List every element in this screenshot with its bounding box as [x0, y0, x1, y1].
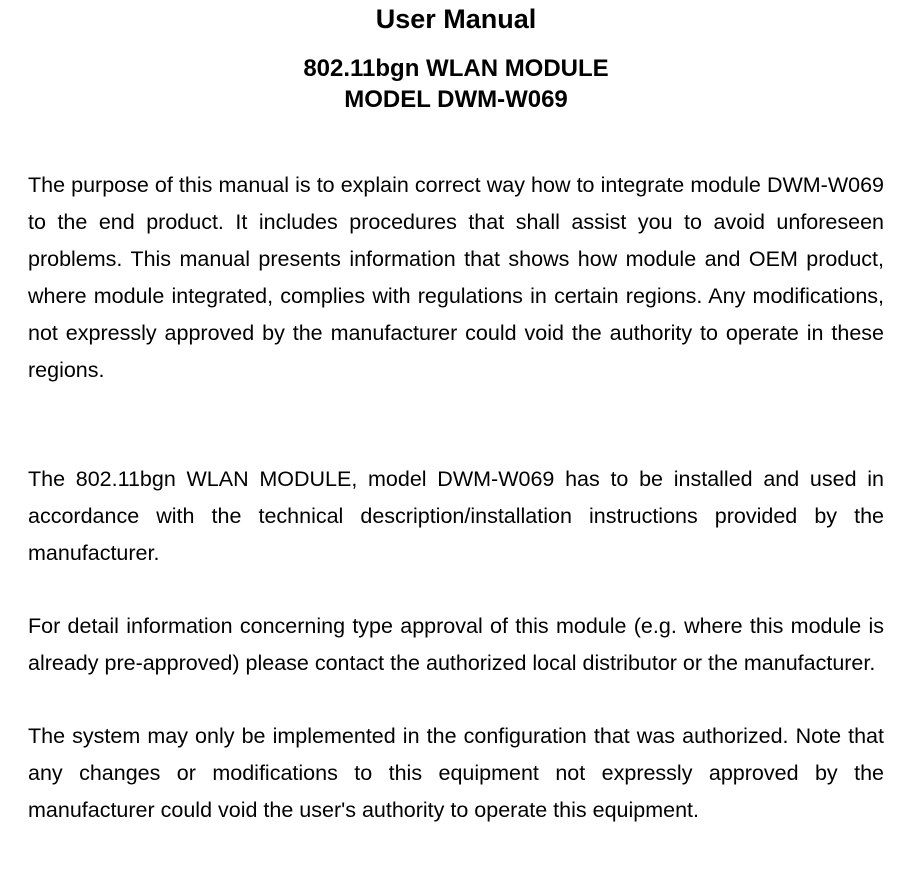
paragraph-installation: The 802.11bgn WLAN MODULE, model DWM-W06… [28, 461, 884, 572]
document-subtitle: 802.11bgn WLAN MODULE MODEL DWM-W069 [28, 53, 884, 115]
subtitle-line-1: 802.11bgn WLAN MODULE [28, 53, 884, 84]
paragraph-type-approval: For detail information concerning type a… [28, 608, 884, 682]
paragraph-authorization: The system may only be implemented in th… [28, 718, 884, 829]
document-page: User Manual 802.11bgn WLAN MODULE MODEL … [0, 0, 914, 895]
subtitle-line-2: MODEL DWM-W069 [28, 84, 884, 115]
paragraph-purpose: The purpose of this manual is to explain… [28, 167, 884, 389]
document-title: User Manual [28, 4, 884, 35]
